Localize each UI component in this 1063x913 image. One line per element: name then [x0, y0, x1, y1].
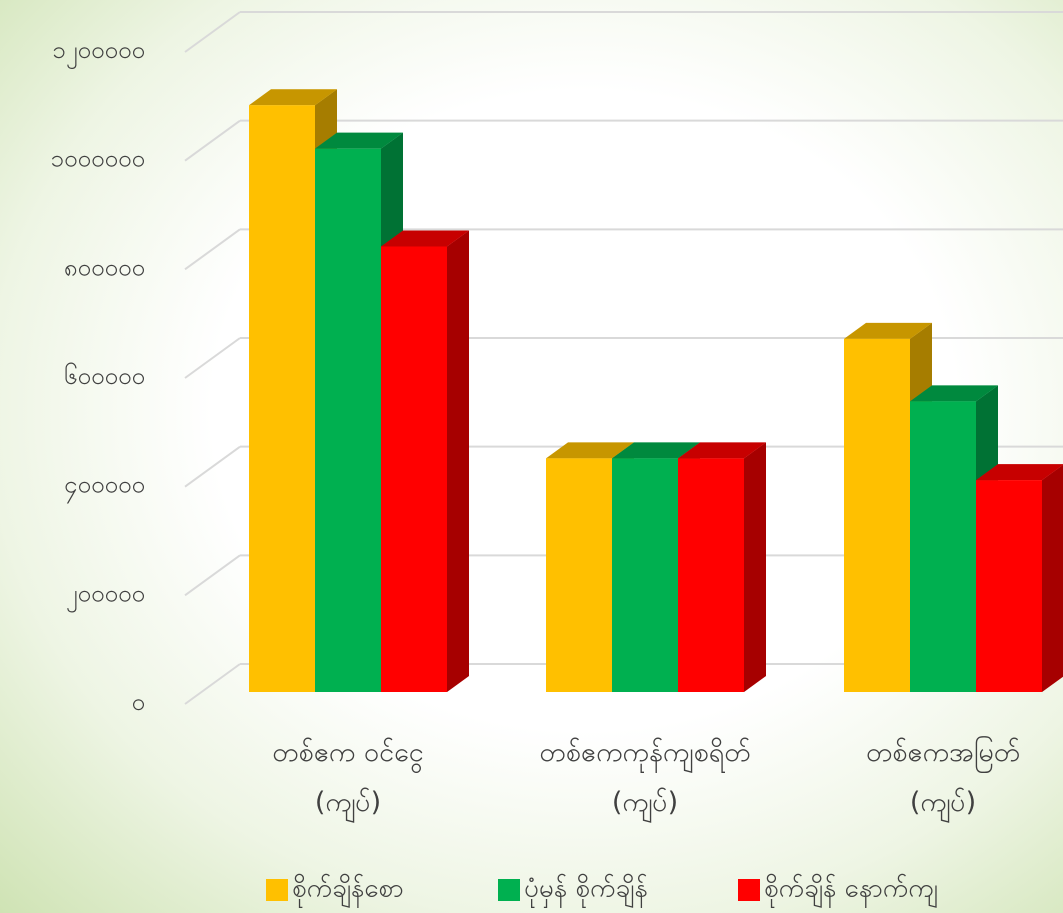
- y-tick-label: ၁၂၀၀၀၀၀: [52, 36, 145, 69]
- grid-line-depth: [184, 554, 241, 597]
- bar-top-shade: [612, 442, 700, 459]
- grid-line-depth: [184, 445, 241, 488]
- bar-top: [546, 442, 634, 459]
- grid-line-depth: [184, 337, 241, 379]
- x-tick-label: တစ်ဧက ဝင်ငွေ (ကျပ်): [272, 737, 424, 818]
- bar-side-shade: [744, 442, 766, 692]
- legend-swatch: [266, 879, 288, 901]
- legend-swatch: [738, 879, 760, 901]
- bar: [249, 105, 315, 692]
- y-tick-label: ၄၀၀၀၀၀: [64, 471, 145, 504]
- bar-top: [678, 442, 766, 459]
- bar: [315, 148, 381, 692]
- bar-top: [381, 230, 469, 247]
- bar-top-shade: [976, 464, 1063, 481]
- bar-top-shade: [910, 385, 998, 402]
- bar-side-shade: [447, 230, 469, 692]
- y-tick-label: ၀: [132, 688, 146, 716]
- bar-top-shade: [249, 89, 337, 106]
- bar-top-shade: [844, 322, 932, 339]
- grid-line-depth: [184, 228, 241, 271]
- grid-line-depth: [184, 119, 241, 162]
- bar: [844, 338, 910, 692]
- bar-top: [249, 89, 337, 106]
- y-tick-label: ၂၀၀၀၀၀: [66, 579, 145, 612]
- bar: [678, 458, 744, 692]
- legend-swatch: [498, 879, 520, 901]
- legend-label: စိုက်ချိန် နောက်ကျ: [764, 873, 938, 909]
- bar: [381, 246, 447, 692]
- bar-side: [447, 230, 469, 692]
- bar-top: [910, 385, 998, 402]
- bar-top-shade: [381, 230, 469, 247]
- bar-top: [612, 442, 700, 459]
- bar: [976, 480, 1042, 692]
- bar: [612, 458, 678, 692]
- bar-top-shade: [315, 132, 403, 149]
- legend-label: ပုံမှန် စိုက်ချိန်: [524, 873, 648, 909]
- y-tick-label: ၆၀၀၀၀၀: [64, 361, 145, 390]
- bar-side-shade: [1042, 464, 1063, 692]
- bar-side: [1042, 464, 1063, 692]
- bar: [910, 401, 976, 692]
- y-tick-label: ၁၀၀၀၀၀၀: [51, 145, 146, 173]
- y-tick-label: ၈၀၀၀၀၀: [64, 253, 145, 281]
- grid-line-depth: [184, 11, 241, 53]
- bar: [546, 458, 612, 692]
- bar-top-shade: [546, 442, 634, 459]
- legend-label: စိုက်ချိန်စော: [292, 873, 404, 909]
- x-tick-label: တစ်ဧကအမြတ် (ကျပ်): [865, 737, 1021, 818]
- x-tick-label: တစ်ဧကကုန်ကျစရိတ် (ကျပ်): [539, 737, 751, 818]
- bar-top-shade: [678, 442, 766, 459]
- bar-top: [844, 322, 932, 339]
- bar-side: [744, 442, 766, 692]
- bar-top: [976, 464, 1063, 481]
- bar-top: [315, 132, 403, 149]
- grid-line-depth: [184, 663, 241, 705]
